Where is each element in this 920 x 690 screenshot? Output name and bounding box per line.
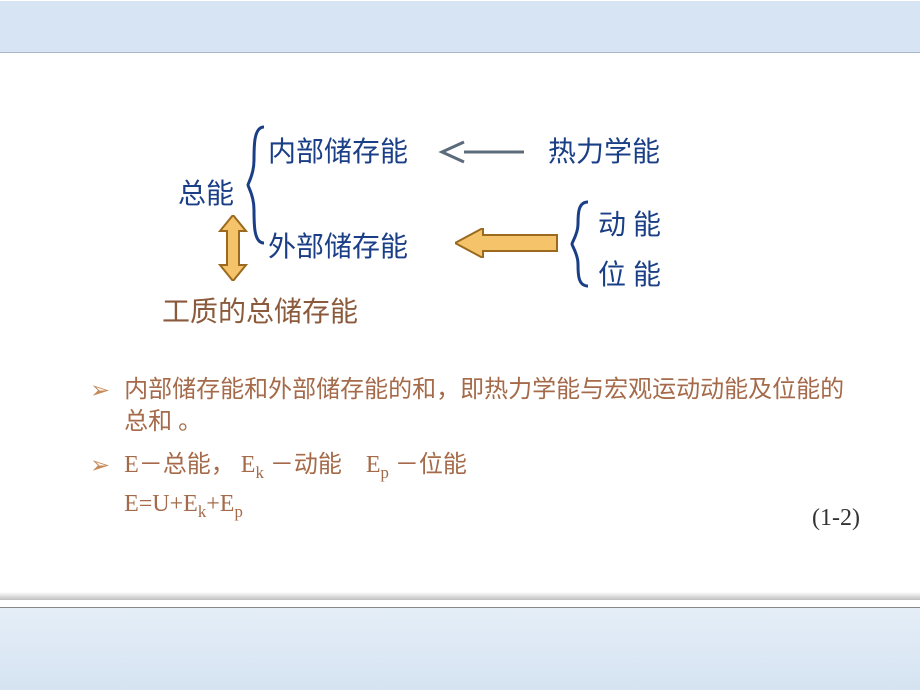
label-dongneng: 动 能	[598, 203, 661, 243]
bullet-item-2: ➢ E－总能， Ek －动能 Ep －位能	[90, 449, 850, 484]
label-reli: 热力学能	[548, 130, 660, 170]
label-weineng: 位 能	[598, 253, 661, 293]
equation-line: ➢ E=U+Ek+Ep	[90, 488, 850, 523]
bullet-text-1: 内部储存能和外部储存能的和，即热力学能与宏观运动动能及位能的总和 。	[124, 374, 850, 439]
label-gongzhi: 工质的总储存能	[162, 290, 358, 330]
bullet-list: ➢ 内部储存能和外部储存能的和，即热力学能与宏观运动动能及位能的总和 。 ➢ E…	[90, 370, 850, 528]
equation: E=U+Ek+Ep	[124, 488, 850, 523]
label-waibu: 外部储存能	[268, 225, 408, 265]
bullet-chevron-icon: ➢	[90, 451, 110, 480]
brace-right	[570, 200, 592, 288]
bullet-chevron-icon: ➢	[90, 376, 110, 405]
top-banner	[0, 0, 920, 53]
bottom-shadow	[0, 592, 920, 600]
label-neibu: 内部储存能	[268, 130, 408, 170]
bullet-text-2: E－总能， Ek －动能 Ep －位能	[124, 449, 850, 484]
equation-ref: (1-2)	[812, 505, 860, 532]
label-zongneng: 总能	[178, 172, 234, 212]
bottom-banner	[0, 607, 920, 690]
arrow-updown	[218, 215, 248, 281]
brace-left	[246, 125, 268, 245]
arrow-thermo	[438, 140, 528, 164]
bullet-item-1: ➢ 内部储存能和外部储存能的和，即热力学能与宏观运动动能及位能的总和 。	[90, 374, 850, 439]
arrow-external	[455, 228, 560, 258]
